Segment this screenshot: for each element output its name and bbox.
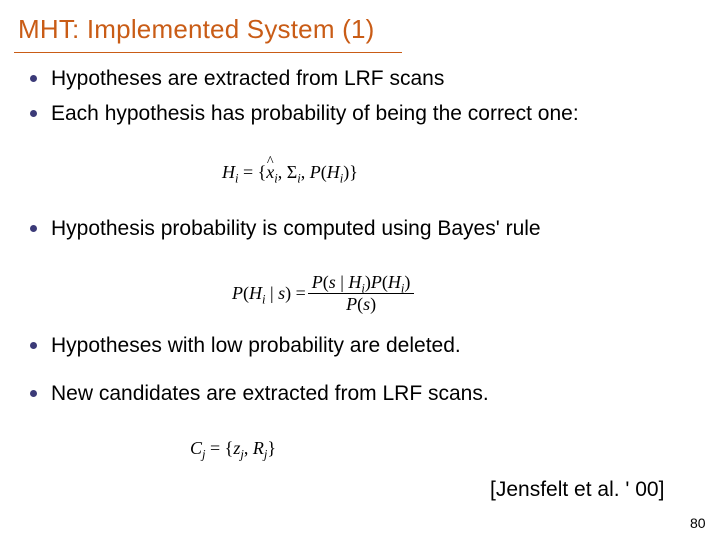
math-P: P [346,294,357,314]
math-denominator: P(s) [308,294,415,315]
bullet-text: Each hypothesis has probability of being… [51,100,579,128]
list-item: Each hypothesis has probability of being… [30,100,579,128]
math-text: ) = [285,283,306,303]
bullet-dot-icon [30,75,37,82]
slide: MHT: Implemented System (1) Hypotheses a… [0,0,720,540]
slide-title: MHT: Implemented System (1) [18,14,375,45]
bullet-text: Hypotheses are extracted from LRF scans [51,65,444,93]
bullet-dot-icon [30,342,37,349]
list-item: Hypothesis probability is computed using… [30,215,541,243]
bullet-text: Hypothesis probability is computed using… [51,215,541,243]
math-H: H [327,162,340,182]
math-s: s [329,272,336,292]
math-text: | [336,272,349,292]
list-item: Hypotheses are extracted from LRF scans [30,65,444,93]
bullet-dot-icon [30,225,37,232]
bullet-dot-icon [30,110,37,117]
math-text: ) [370,294,376,314]
math-numerator: P(s | Hi)P(Hi) [308,272,415,294]
math-text: } [267,438,276,458]
math-H: H [249,283,262,303]
citation: [Jensfelt et al. ' 00] [490,478,664,502]
formula-hypothesis: Hi = {xi, Σi, P(Hi)} [222,162,358,183]
math-Sigma: Σ [287,162,297,182]
list-item: Hypotheses with low probability are dele… [30,332,461,360]
math-R: R [253,438,264,458]
math-H: H [388,272,401,292]
bullet-text: New candidates are extracted from LRF sc… [51,380,489,408]
math-H: H [222,162,235,182]
math-xhat: x [266,162,274,183]
math-P: P [310,162,321,182]
bullet-dot-icon [30,390,37,397]
page-number: 80 [690,515,706,531]
title-underline [14,52,402,53]
math-C: C [190,438,202,458]
math-fraction: P(s | Hi)P(Hi) P(s) [308,272,415,314]
math-text: | [266,283,279,303]
formula-bayes: P(Hi | s) = P(s | Hi)P(Hi) P(s) [232,272,416,314]
math-P: P [371,272,382,292]
math-text: = { [206,438,234,458]
math-text: = { [239,162,267,182]
math-text: , [278,162,287,182]
math-text: ) [404,272,410,292]
list-item: New candidates are extracted from LRF sc… [30,380,489,408]
bullet-text: Hypotheses with low probability are dele… [51,332,461,360]
math-P: P [232,283,243,303]
math-text: , [244,438,253,458]
math-text: )} [343,162,358,182]
math-P: P [312,272,323,292]
formula-candidate: Cj = {zj, Rj} [190,438,276,459]
math-text: , [301,162,310,182]
math-H: H [348,272,361,292]
